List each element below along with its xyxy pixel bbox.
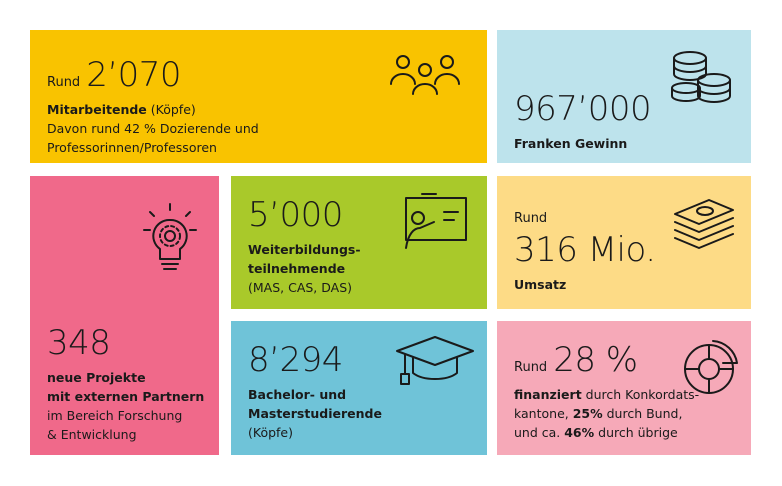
description-line: Weiterbildungs- bbox=[248, 240, 361, 259]
text-segment: durch übrige bbox=[594, 425, 678, 440]
tile-icon bbox=[143, 203, 197, 270]
stat-number: 316 Mio. bbox=[514, 230, 656, 270]
stat-heading: 5’000 bbox=[248, 198, 361, 232]
stat-prefix: Rund bbox=[514, 360, 548, 375]
description-line: Mitarbeitende (Köpfe) bbox=[47, 100, 259, 119]
description-line: mit externen Partnern bbox=[47, 387, 204, 406]
stat-description: Weiterbildungs-teilnehmende (MAS, CAS, DA… bbox=[248, 240, 361, 297]
stat-tile: 8’294 Bachelor- und Masterstudierende (Köpf… bbox=[231, 321, 487, 455]
tile-icon bbox=[390, 55, 460, 95]
description-line: und ca. 46% durch übrige bbox=[514, 423, 699, 442]
stat-heading: Rund 316 Mio. bbox=[514, 212, 656, 267]
tile-icon bbox=[671, 51, 731, 103]
description-line: im Bereich Forschung bbox=[47, 406, 204, 425]
stat-number: 2’070 bbox=[86, 55, 182, 95]
description-line: & Entwicklung bbox=[47, 425, 204, 444]
description-line: neue Projekte bbox=[47, 368, 204, 387]
text-segment: (Köpfe) bbox=[146, 102, 196, 117]
stat-heading: Rund 2’070 bbox=[47, 58, 259, 92]
text-segment: Bachelor- und bbox=[248, 387, 347, 402]
tile-icon bbox=[674, 199, 734, 249]
stat-tile: Rund 316 Mio. Umsatz bbox=[497, 176, 751, 309]
description-line: teilnehmende bbox=[248, 259, 361, 278]
description-line: (MAS, CAS, DAS) bbox=[248, 278, 361, 297]
text-segment: Davon rund 42 % Dozierende und bbox=[47, 121, 259, 136]
stat-number: 28 % bbox=[553, 340, 638, 380]
description-line: (Köpfe) bbox=[248, 423, 382, 442]
stat-heading: 8’294 bbox=[248, 343, 382, 377]
text-segment: durch Bund, bbox=[602, 406, 683, 421]
text-segment: (Köpfe) bbox=[248, 425, 294, 440]
description-line: Bachelor- und bbox=[248, 385, 382, 404]
description-line: Davon rund 42 % Dozierende und bbox=[47, 119, 259, 138]
stat-description: Franken Gewinn bbox=[514, 134, 651, 153]
description-line: Professorinnen/Professoren bbox=[47, 138, 259, 157]
stat-description: Umsatz bbox=[514, 275, 656, 294]
tile-content: Rund 2’070 Mitarbeitende (Köpfe) Davon rund… bbox=[47, 58, 259, 157]
text-segment: Umsatz bbox=[514, 277, 567, 292]
stat-number: 348 bbox=[47, 323, 111, 363]
stat-tile: Rund 28 % finanziert durch Konkordats-kant… bbox=[497, 321, 751, 455]
text-segment: im Bereich Forschung bbox=[47, 408, 183, 423]
stat-number: 5’000 bbox=[248, 195, 343, 235]
tile-icon bbox=[684, 340, 738, 394]
stat-tile: 348 neue Projekte mit externen Partnern im … bbox=[30, 176, 219, 455]
stat-heading: Rund 28 % bbox=[514, 343, 699, 377]
text-segment: finanziert bbox=[514, 387, 582, 402]
text-segment: mit externen Partnern bbox=[47, 389, 205, 404]
text-segment: Masterstudierende bbox=[248, 406, 382, 421]
stat-heading: 967’000 bbox=[514, 89, 652, 129]
text-segment: und ca. bbox=[514, 425, 565, 440]
stat-prefix: Rund bbox=[514, 211, 548, 226]
tile-icon bbox=[396, 336, 474, 385]
description-line: kantone, 25% durch Bund, bbox=[514, 404, 699, 423]
stat-prefix: Rund bbox=[47, 75, 81, 90]
text-segment: Weiterbildungs- bbox=[248, 242, 361, 257]
stat-tile: 5’000 Weiterbildungs-teilnehmende (MAS, CA… bbox=[231, 176, 487, 309]
description-line: finanziert durch Konkordats- bbox=[514, 385, 699, 404]
text-segment: teilnehmende bbox=[248, 261, 346, 276]
text-segment: durch Konkordats- bbox=[581, 387, 700, 402]
tile-icon bbox=[405, 193, 467, 249]
tile-content: 8’294 Bachelor- und Masterstudierende (Köpf… bbox=[248, 343, 382, 442]
stat-heading: 348 bbox=[47, 326, 204, 360]
text-segment: Professorinnen/Professoren bbox=[47, 140, 217, 155]
text-segment: kantone, bbox=[514, 406, 573, 421]
tile-content: Rund 28 % finanziert durch Konkordats-kant… bbox=[514, 343, 699, 442]
stat-number: 8’294 bbox=[248, 340, 343, 380]
text-segment: 46% bbox=[564, 425, 595, 440]
stat-number: 967’000 bbox=[514, 89, 652, 129]
description-line: Franken Gewinn bbox=[514, 134, 651, 153]
tile-content: 967’000 Franken Gewinn bbox=[514, 89, 652, 153]
text-segment: Mitarbeitende bbox=[47, 102, 147, 117]
tile-content: 5’000 Weiterbildungs-teilnehmende (MAS, CA… bbox=[248, 198, 361, 297]
description-line: Masterstudierende bbox=[248, 404, 382, 423]
text-segment: (MAS, CAS, DAS) bbox=[248, 280, 353, 295]
text-segment: & Entwicklung bbox=[47, 427, 137, 442]
stat-description: finanziert durch Konkordats-kantone, 25%… bbox=[514, 385, 699, 442]
text-segment: neue Projekte bbox=[47, 370, 146, 385]
stat-tile: 967’000 Franken Gewinn bbox=[497, 30, 751, 163]
description-line: Umsatz bbox=[514, 275, 656, 294]
text-segment: Franken Gewinn bbox=[514, 136, 628, 151]
stat-tile: Rund 2’070 Mitarbeitende (Köpfe) Davon rund… bbox=[30, 30, 487, 163]
stat-description: Mitarbeitende (Köpfe) Davon rund 42 % Doz… bbox=[47, 100, 259, 157]
text-segment: 25% bbox=[572, 406, 603, 421]
stat-description: neue Projekte mit externen Partnern im Ber… bbox=[47, 368, 204, 444]
tile-content: Rund 316 Mio. Umsatz bbox=[514, 212, 656, 294]
stat-description: Bachelor- und Masterstudierende (Köpfe) bbox=[248, 385, 382, 442]
tile-content: 348 neue Projekte mit externen Partnern im … bbox=[47, 326, 204, 444]
